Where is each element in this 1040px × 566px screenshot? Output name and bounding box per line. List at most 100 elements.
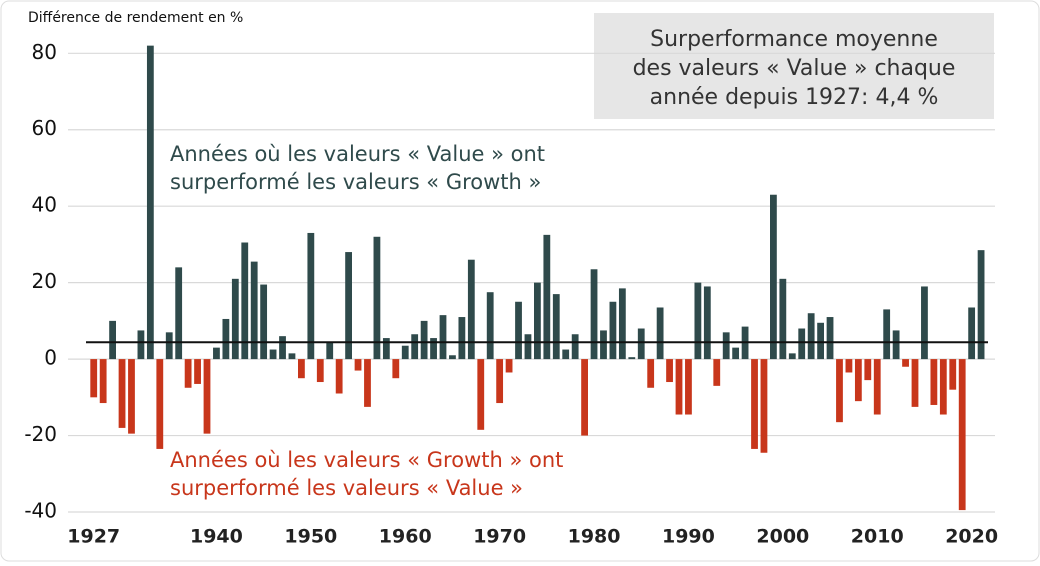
bar: [798, 328, 806, 360]
bar: [685, 359, 692, 415]
bar: [703, 286, 711, 360]
bar: [543, 234, 551, 360]
bar: [977, 250, 985, 360]
x-tick-label: 1950: [284, 526, 337, 548]
bar: [656, 307, 664, 360]
bar: [939, 359, 947, 415]
bar: [968, 307, 976, 360]
y-tick-label: -20: [24, 422, 57, 446]
x-tick-label: 2010: [851, 526, 904, 548]
bar: [118, 359, 126, 428]
bar: [420, 320, 428, 360]
bar: [458, 317, 466, 360]
bar: [279, 336, 286, 360]
bar: [779, 278, 787, 360]
bar: [382, 338, 390, 360]
bar: [921, 286, 928, 360]
y-tick-label: 40: [32, 193, 57, 217]
summary-box: [594, 13, 994, 119]
bar: [335, 359, 343, 394]
bar: [524, 334, 532, 360]
bar: [241, 242, 249, 360]
bar: [949, 359, 957, 390]
bar: [345, 252, 352, 360]
bar: [505, 359, 513, 373]
bar: [911, 359, 919, 407]
bar: [194, 359, 201, 384]
bar: [760, 359, 768, 453]
bar: [836, 359, 843, 423]
bar: [430, 338, 437, 360]
x-tick-label: 1970: [473, 526, 526, 548]
annotation: Années où les valeurs « Value » ont: [170, 142, 545, 166]
x-tick-label: 1927: [67, 526, 120, 548]
bar: [411, 334, 419, 360]
box-text: année depuis 1927: 4,4 %: [650, 85, 939, 110]
bar: [892, 330, 900, 360]
bar: [326, 341, 334, 360]
bar: [250, 261, 258, 360]
bar: [515, 301, 522, 360]
bar: [902, 359, 909, 367]
bar: [647, 359, 655, 388]
bar: [496, 359, 504, 404]
bar: [722, 332, 730, 360]
y-axis-label: Différence de rendement en %: [28, 10, 243, 26]
bar: [90, 359, 98, 398]
bar: [392, 359, 400, 379]
bar: [260, 284, 268, 360]
bar: [751, 359, 758, 449]
bar: [713, 359, 721, 386]
y-tick-label: 60: [32, 116, 57, 140]
bar: [609, 301, 617, 360]
x-tick-label: 1980: [568, 526, 621, 548]
annotation: surperformé les valeurs « Value »: [170, 476, 523, 500]
bar: [807, 313, 815, 360]
bar: [571, 334, 579, 360]
bar: [354, 359, 362, 371]
bar: [175, 267, 183, 360]
y-tick-label: -40: [24, 499, 57, 523]
bar: [788, 353, 796, 360]
bar: [930, 359, 938, 405]
bar: [298, 359, 305, 379]
bar: [732, 347, 740, 360]
bar: [675, 359, 683, 415]
bar: [165, 332, 173, 360]
bar: [534, 282, 541, 360]
x-tick-label: 1990: [662, 526, 715, 548]
bar: [873, 359, 881, 415]
bar: [288, 353, 296, 360]
bar: [222, 318, 230, 360]
bar: [666, 359, 673, 383]
bar: [401, 345, 409, 360]
annotation: Années où les valeurs « Growth » ont: [170, 448, 563, 472]
bar: [883, 309, 891, 360]
bar: [637, 328, 645, 360]
y-tick-label: 20: [32, 269, 57, 293]
bar: [449, 355, 456, 360]
bar: [109, 320, 116, 360]
bar: [864, 359, 872, 381]
bar: [203, 359, 211, 434]
bar: [269, 349, 277, 360]
bar: [213, 347, 220, 360]
bar: [845, 359, 853, 373]
bar: [854, 359, 862, 402]
bar: [231, 278, 239, 360]
bar: [581, 359, 588, 436]
bar: [146, 45, 154, 360]
x-tick-label: 2020: [945, 526, 998, 548]
bar: [99, 359, 107, 404]
box-text: Surperformance moyenne: [650, 27, 938, 52]
bar: [486, 292, 494, 360]
x-tick-label: 2000: [756, 526, 809, 548]
bar: [958, 359, 966, 511]
bar: [826, 317, 834, 360]
bar: [477, 359, 485, 430]
y-tick-label: 80: [32, 40, 57, 64]
bar: [467, 259, 475, 360]
bar: [817, 322, 824, 360]
